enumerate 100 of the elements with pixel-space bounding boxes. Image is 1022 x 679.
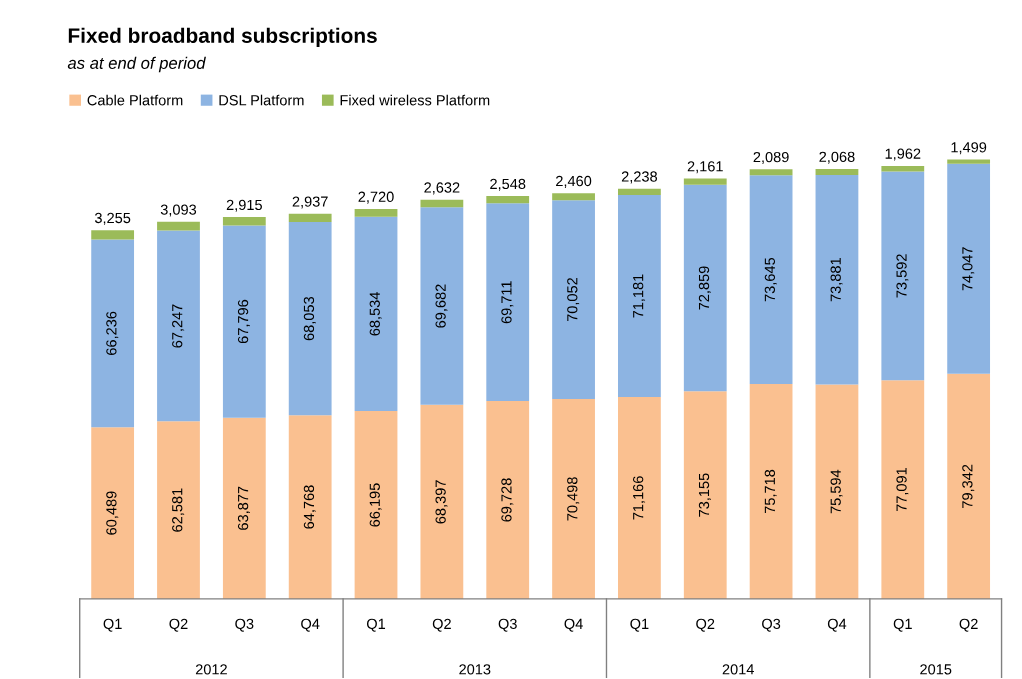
bar (683, 184, 727, 392)
bar (552, 398, 595, 599)
data-label: 64,768 (303, 485, 316, 529)
bar (683, 178, 727, 185)
data-label: 66,236 (106, 311, 119, 355)
data-label: 60,489 (106, 491, 119, 535)
x-tick-label: Q1 (103, 618, 122, 632)
data-label: 62,581 (172, 488, 185, 532)
data-label: 69,682 (435, 284, 448, 328)
bar (222, 217, 266, 226)
data-label: 2,548 (490, 178, 526, 191)
bar (815, 174, 859, 385)
data-label: 69,728 (501, 478, 514, 522)
legend-label: Fixed wireless Platform (340, 94, 490, 106)
data-label: 1,499 (951, 142, 987, 155)
data-label: 73,155 (698, 473, 711, 517)
data-label: 67,796 (237, 299, 250, 344)
bar (157, 221, 200, 231)
chart-subtitle: as at end of period (67, 56, 206, 73)
bar (947, 159, 991, 164)
data-label: 2,089 (753, 151, 789, 164)
legend-label: Cable Platform (87, 94, 183, 106)
bar (354, 411, 398, 599)
data-label: 2,915 (226, 199, 262, 212)
data-label: 2,937 (292, 196, 328, 209)
bar (815, 384, 859, 599)
data-label: 79,342 (962, 464, 975, 508)
data-label: 67,247 (172, 304, 185, 348)
data-label: 2,460 (556, 175, 592, 188)
data-label: 2,238 (621, 171, 658, 184)
data-label: 74,047 (962, 247, 975, 291)
data-label: 1,962 (885, 148, 921, 161)
data-label: 75,718 (764, 469, 777, 514)
x-tick-label: Q4 (301, 618, 320, 632)
bar (420, 207, 464, 405)
data-label: 73,881 (830, 258, 843, 302)
data-label: 71,166 (632, 476, 646, 520)
bar (420, 404, 464, 599)
data-label: 2,632 (424, 182, 460, 195)
bar (815, 169, 859, 175)
data-label: 77,091 (896, 467, 909, 512)
legend-label: DSL Platform (219, 94, 304, 106)
data-label: 73,592 (896, 254, 909, 298)
bar (947, 373, 991, 599)
data-label: 68,053 (303, 296, 316, 341)
bar (947, 163, 991, 374)
data-label: 73,645 (764, 257, 777, 302)
x-tick-label: Q2 (696, 618, 715, 632)
bar (354, 216, 398, 412)
bar (222, 225, 266, 418)
data-label: 72,859 (698, 266, 711, 310)
bar (749, 384, 793, 599)
bar (618, 188, 661, 196)
text: 2014 (722, 664, 754, 675)
x-tick-label: Q3 (235, 618, 254, 632)
data-label: 69,711 (501, 281, 514, 324)
chart-title: Fixed broadband subscriptions (68, 27, 377, 48)
data-label: 2,161 (687, 161, 723, 174)
data-label: 3,093 (160, 204, 197, 217)
x-tick-label: Q2 (959, 618, 978, 632)
x-tick-label: Q3 (498, 618, 517, 632)
bar (91, 230, 135, 240)
data-label: 63,877 (237, 486, 250, 530)
x-tick-label: Q1 (366, 618, 386, 632)
data-label: 2,720 (358, 191, 394, 204)
data-label: 68,534 (369, 292, 382, 336)
bar (749, 169, 793, 176)
x-tick-label: Q4 (827, 618, 847, 632)
bar (288, 222, 332, 416)
bar (91, 239, 135, 428)
bar (486, 203, 530, 402)
bar (420, 199, 464, 208)
data-label: 70,052 (567, 277, 580, 322)
bar (157, 421, 200, 599)
bar (552, 193, 595, 201)
data-label: 66,195 (369, 483, 382, 527)
data-label: 3,255 (94, 212, 131, 225)
bar (91, 427, 135, 599)
bar (552, 200, 595, 399)
bar (683, 391, 727, 599)
bar (881, 171, 925, 381)
text: 2015 (920, 664, 952, 675)
data-label: 2,068 (819, 151, 855, 164)
bar (618, 397, 661, 599)
bar (288, 415, 332, 599)
bar (354, 208, 398, 217)
data-label: 68,397 (435, 480, 448, 524)
data-label: 71,181 (632, 274, 646, 318)
bar (486, 401, 530, 599)
x-tick-label: Q4 (564, 618, 583, 632)
bar (618, 195, 661, 398)
x-tick-label: Q3 (762, 618, 781, 632)
x-tick-label: Q1 (893, 618, 912, 632)
text: 2013 (459, 664, 491, 675)
x-tick-label: Q1 (630, 618, 649, 632)
bar (486, 196, 530, 204)
bar (881, 380, 925, 599)
data-label: 75,594 (830, 469, 843, 514)
x-tick-label: Q2 (169, 618, 188, 632)
bar (157, 230, 200, 422)
